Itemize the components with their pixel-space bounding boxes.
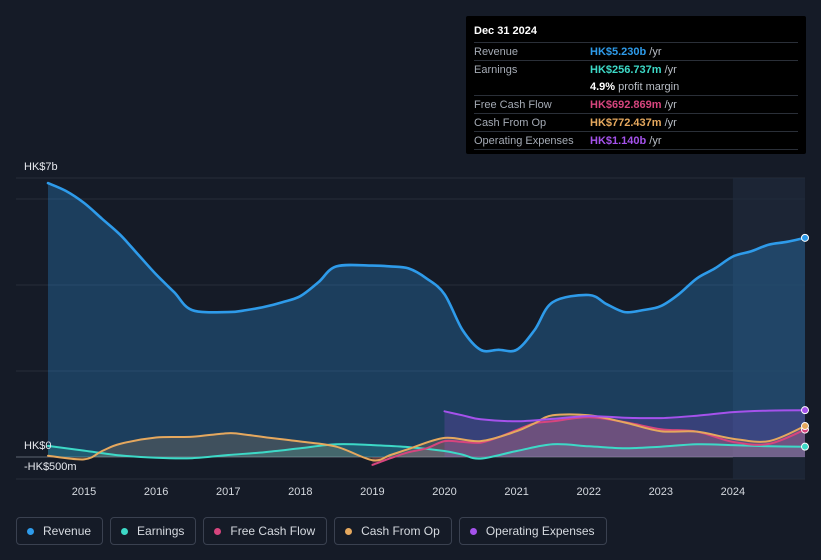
tooltip-unit: profit margin [618, 80, 680, 93]
tooltip-unit: /yr [664, 98, 677, 111]
tooltip-label: Cash From Op [474, 116, 547, 129]
x-tick-label: 2015 [72, 486, 96, 498]
legend-item-operating-expenses[interactable]: Operating Expenses [458, 517, 607, 545]
legend-label: Cash From Op [361, 524, 440, 538]
series-lines [46, 181, 807, 466]
legend-item-earnings[interactable]: Earnings [110, 517, 197, 545]
x-tick-label: 2024 [721, 486, 745, 498]
tooltip-label: Revenue [474, 45, 519, 58]
legend-label: Earnings [137, 524, 185, 538]
tooltip-label: Earnings [474, 63, 518, 76]
x-tick-label: 2020 [432, 486, 456, 498]
series-line-revenue [46, 181, 807, 353]
legend-dot-icon [469, 527, 477, 535]
legend-label: Revenue [43, 524, 92, 538]
series-end-markers [801, 233, 809, 451]
series-area-free-cash-flow [372, 417, 805, 465]
tooltip-row-profit-margin: 4.9% profit margin [474, 78, 798, 96]
tooltip-date: Dec 31 2024 [474, 24, 798, 43]
tooltip-unit: /yr [649, 134, 662, 147]
y-axis-bottom-label: -HK$500m [24, 461, 77, 473]
tooltip-value: HK$5.230b [590, 45, 647, 58]
legend-dot-icon [214, 527, 222, 535]
tooltip-label: Free Cash Flow [474, 98, 552, 111]
x-tick-label: 2017 [216, 486, 240, 498]
legend-item-revenue[interactable]: Revenue [16, 517, 104, 545]
x-tick-label: 2019 [360, 486, 384, 498]
legend-label: Operating Expenses [485, 524, 595, 538]
series-area-revenue [48, 183, 805, 457]
series-end-marker-cash-from-op [801, 422, 809, 431]
series-end-marker-revenue [801, 233, 809, 242]
tooltip-value: 4.9% [590, 80, 616, 93]
tooltip-row-operating-expenses: Operating Expenses HK$1.140b /yr [474, 132, 798, 150]
x-tick-label: 2022 [576, 486, 600, 498]
tooltip-value: HK$1.140b [590, 134, 647, 147]
series-line-operating-expenses [443, 409, 806, 423]
tooltip-value: HK$256.737m [590, 63, 662, 76]
series-areas [48, 183, 805, 465]
series-line-earnings [47, 443, 806, 460]
forecast-band [732, 178, 805, 479]
data-tooltip: Dec 31 2024 Revenue HK$5.230b /yr Earnin… [466, 16, 806, 154]
x-tick-label: 2018 [288, 486, 312, 498]
legend-item-free-cash-flow[interactable]: Free Cash Flow [203, 517, 328, 545]
tooltip-value: HK$772.437m [590, 116, 662, 129]
legend-label: Free Cash Flow [230, 524, 316, 538]
x-tick-label: 2023 [649, 486, 673, 498]
legend-dot-icon [345, 527, 353, 535]
legend-dot-icon [121, 527, 129, 535]
series-line-cash-from-op [47, 413, 806, 462]
series-end-marker-operating-expenses [801, 406, 809, 415]
y-axis-top-label: HK$7b [24, 161, 58, 173]
tooltip-row-revenue: Revenue HK$5.230b /yr [474, 43, 798, 61]
legend-dot-icon [27, 527, 34, 535]
x-tick-label: 2021 [504, 486, 528, 498]
x-tick-label: 2016 [144, 486, 168, 498]
tooltip-row-free-cash-flow: Free Cash Flow HK$692.869m /yr [474, 96, 798, 114]
tooltip-row-earnings: Earnings HK$256.737m /yr [474, 61, 798, 78]
legend-item-cash-from-op[interactable]: Cash From Op [334, 517, 452, 545]
tooltip-unit: /yr [664, 63, 677, 76]
tooltip-label: Operating Expenses [474, 134, 574, 147]
tooltip-value: HK$692.869m [590, 98, 662, 111]
chart-legend: Revenue Earnings Free Cash Flow Cash Fro… [16, 517, 607, 545]
tooltip-row-cash-from-op: Cash From Op HK$772.437m /yr [474, 114, 798, 132]
y-axis-zero-label: HK$0 [24, 440, 52, 452]
series-end-marker-earnings [801, 442, 809, 451]
x-axis-ticks: 2015 2016 2017 2018 2019 2020 2021 2022 2023 2024 [72, 486, 745, 498]
tooltip-unit: /yr [649, 45, 662, 58]
tooltip-unit: /yr [664, 116, 677, 129]
